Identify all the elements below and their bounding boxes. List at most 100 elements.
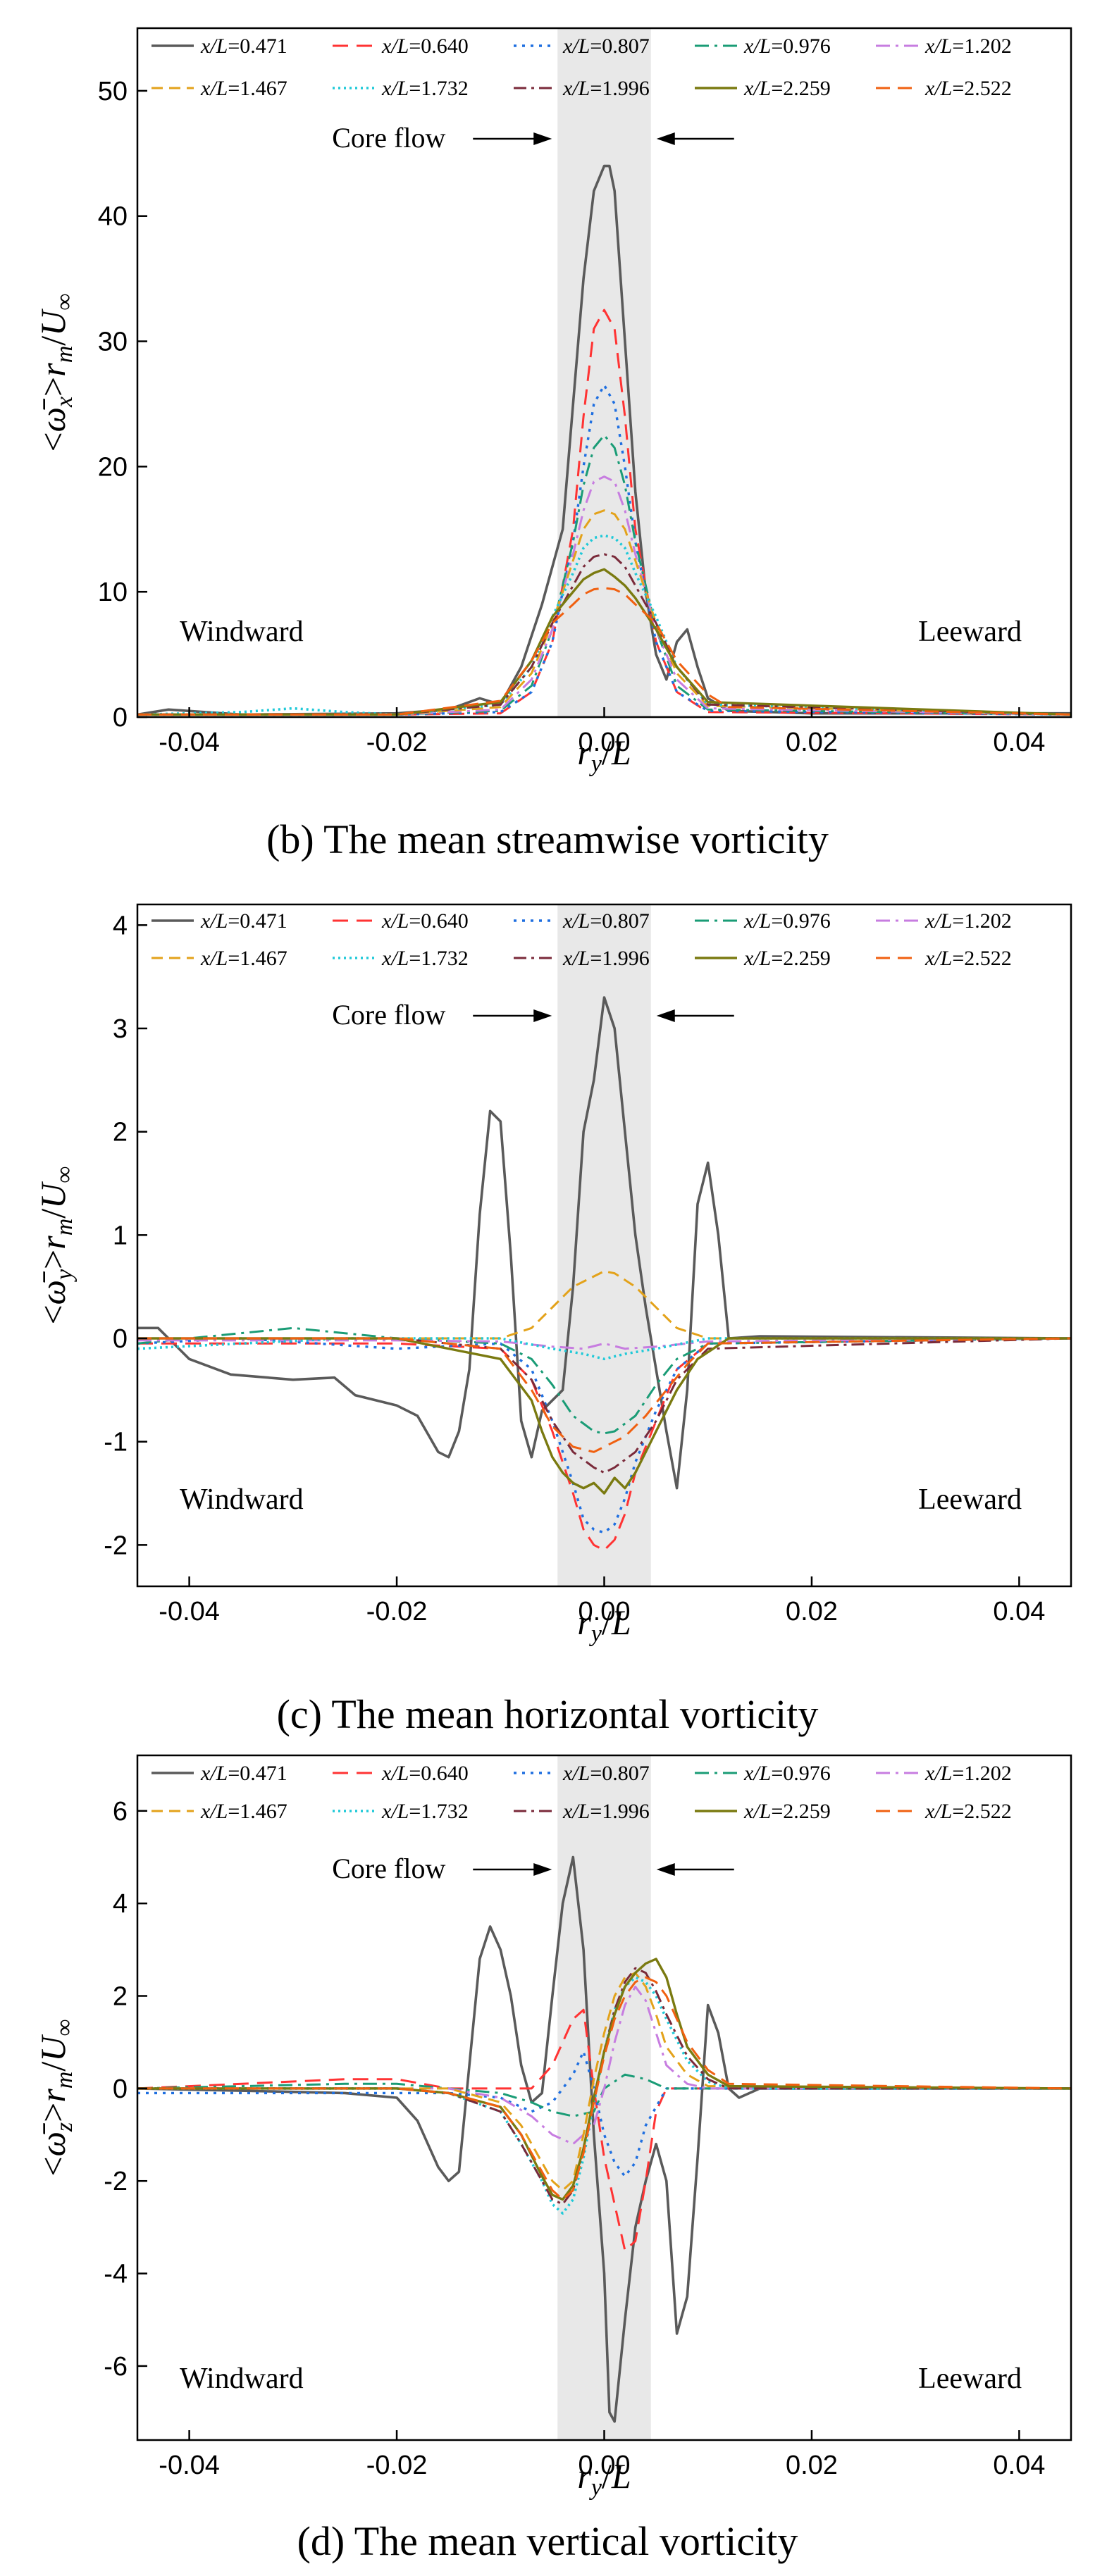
chart-panel-d: -0.04 -0.02 0.00 0.02 0.04 -6 -4 -2 0 2 4 6 ry/L <ω̄z…	[0, 1750, 1095, 2576]
series-line	[137, 1337, 1071, 1361]
legend-label: x/L=2.522	[924, 77, 1012, 100]
series-line	[137, 434, 1072, 716]
leeward-label: Leeward	[918, 1483, 1022, 1516]
series-line	[137, 1958, 1072, 2201]
x-tick-label: 0.02	[786, 728, 838, 757]
y-tick-label: -2	[104, 1531, 128, 1560]
chart-horizontal-vorticity: -0.04 -0.02 0.00 0.02 0.04 -2 -1 0 1 2 3 4 ry/L <ω̄y>…	[33, 903, 1072, 1647]
y-tick-label: -6	[104, 2352, 128, 2382]
arrow-head-icon	[533, 1863, 552, 1876]
arrow-head-icon	[656, 132, 675, 145]
series-line	[137, 996, 1072, 1490]
series-line	[137, 587, 1072, 716]
series-line	[137, 164, 1071, 716]
legend-label: x/L=1.202	[924, 909, 1012, 933]
x-tick-label: -0.04	[159, 728, 220, 757]
arrow-head-icon	[533, 1009, 552, 1022]
x-axis-label: ry/L	[577, 733, 631, 777]
legend-label: x/L=0.471	[200, 35, 287, 58]
legend-label: x/L=2.259	[743, 77, 831, 100]
chart-caption: (b) The mean streamwise vorticity	[266, 816, 829, 862]
series-line	[137, 568, 1072, 716]
x-tick-label: -0.02	[366, 2451, 428, 2480]
windward-label: Windward	[180, 1483, 304, 1516]
x-tick-label: 0.04	[993, 728, 1045, 757]
legend-label: x/L=1.732	[381, 1800, 469, 1823]
x-axis-label: ry/L	[577, 1603, 631, 1647]
legend-label: x/L=2.522	[924, 947, 1012, 970]
series-line	[137, 384, 1072, 716]
series-lines	[137, 996, 1072, 1552]
chart-vertical-vorticity: -0.04 -0.02 0.00 0.02 0.04 -6 -4 -2 0 2 4 6 ry/L <ω̄z…	[33, 1754, 1072, 2501]
series-line	[137, 475, 1072, 716]
y-tick-label: 4	[113, 911, 128, 940]
core-flow-band	[557, 28, 651, 717]
chart-streamwise-vorticity: -0.04 -0.02 0.00 0.02 0.04 0 10 20 30 40 50 ry/L <ω̄…	[33, 27, 1072, 777]
y-tick-label: 1	[113, 1221, 128, 1250]
x-tick-label: 0.00	[579, 1597, 631, 1626]
legend-label: x/L=0.807	[562, 1762, 650, 1785]
legend-label: x/L=0.976	[743, 1762, 831, 1785]
x-tick-label: -0.02	[366, 728, 428, 757]
legend-label: x/L=1.996	[562, 1800, 650, 1823]
legend-label: x/L=1.732	[381, 947, 469, 970]
series-line	[137, 534, 1072, 716]
windward-label: Windward	[180, 616, 304, 648]
legend-label: x/L=0.640	[381, 1762, 469, 1785]
series-line	[137, 1337, 1071, 1495]
series-line	[137, 1337, 1072, 1534]
legend-label: x/L=0.640	[381, 909, 469, 933]
arrow-head-icon	[656, 1009, 675, 1022]
series-lines	[137, 1855, 1072, 2423]
chart-caption: (c) The mean horizontal vorticity	[276, 1691, 819, 1737]
y-tick-label: 0	[113, 2074, 128, 2104]
legend-label: x/L=0.807	[562, 35, 650, 58]
chart-panel-c: -0.04 -0.02 0.00 0.02 0.04 -2 -1 0 1 2 3 4 ry/L <ω̄y>…	[0, 889, 1095, 1748]
y-axis-label: <ω̄x>rm/U∞	[33, 293, 78, 452]
arrow-head-icon	[656, 1863, 675, 1876]
x-tick-label: 0.02	[786, 1597, 838, 1626]
legend-label: x/L=1.202	[924, 1762, 1012, 1785]
legend-label: x/L=0.471	[200, 1762, 287, 1785]
y-tick-label: 50	[98, 77, 128, 106]
y-tick-label: 0	[113, 703, 128, 733]
core-flow-label: Core flow	[332, 999, 445, 1031]
y-axis-label: <ω̄y>rm/U∞	[33, 1166, 78, 1324]
y-tick-label: 3	[113, 1014, 128, 1044]
legend-label: x/L=1.467	[200, 947, 287, 970]
y-tick-label: -2	[104, 2167, 128, 2196]
series-line	[137, 1985, 1071, 2146]
x-tick-label: -0.02	[366, 1597, 428, 1626]
y-tick-label: -4	[104, 2260, 128, 2289]
legend-label: x/L=1.732	[381, 77, 469, 100]
y-tick-label: 2	[113, 1982, 128, 2012]
legend-label: x/L=1.467	[200, 77, 287, 100]
series-line	[137, 1326, 1072, 1435]
legend: x/L=0.471 x/L=0.640 x/L=0.807 x/L=0.976 x/L=…	[151, 909, 1012, 970]
y-tick-label: 0	[113, 1324, 128, 1354]
series-line	[137, 1972, 1072, 2191]
legend-label: x/L=0.807	[562, 909, 650, 933]
core-flow-band	[557, 1755, 651, 2440]
series-line	[137, 1337, 1072, 1453]
chart-panel-b: -0.04 -0.02 0.00 0.02 0.04 0 10 20 30 40 50 ry/L <ω̄…	[0, 0, 1095, 888]
x-tick-label: -0.04	[159, 1597, 220, 1626]
legend-label: x/L=0.640	[381, 35, 469, 58]
series-line	[137, 1270, 1071, 1340]
legend-label: x/L=2.259	[743, 947, 831, 970]
legend-label: x/L=0.471	[200, 909, 287, 933]
y-tick-label: 10	[98, 578, 128, 607]
y-tick-label: 40	[98, 202, 128, 232]
legend: x/L=0.471 x/L=0.640 x/L=0.807 x/L=0.976 x/L=…	[151, 35, 1012, 100]
y-tick-label: 2	[113, 1118, 128, 1147]
x-tick-label: 0.04	[993, 1597, 1045, 1626]
legend-label: x/L=1.996	[562, 947, 650, 970]
legend-label: x/L=1.202	[924, 35, 1012, 58]
y-axis-label: <ω̄z>rm/U∞	[33, 2019, 78, 2176]
legend-label: x/L=1.467	[200, 1800, 287, 1823]
core-flow-label: Core flow	[332, 1853, 445, 1884]
x-axis-label: ry/L	[577, 2456, 631, 2501]
core-flow-label: Core flow	[332, 122, 445, 154]
leeward-label: Leeward	[918, 2363, 1022, 2395]
y-tick-label: 4	[113, 1889, 128, 1919]
